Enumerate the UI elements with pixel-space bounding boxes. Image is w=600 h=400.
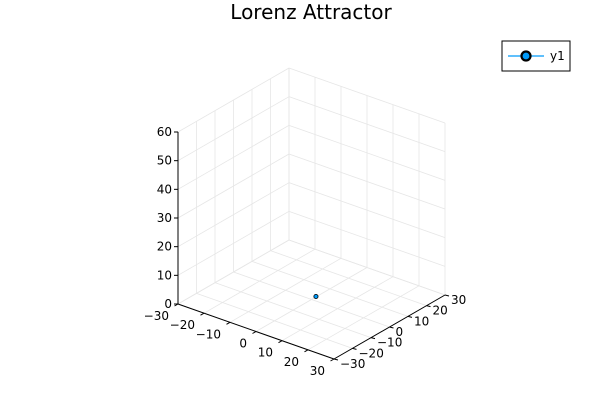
floor-gridline-y-1 xyxy=(196,292,353,349)
y-tick-label: 0 xyxy=(396,325,404,339)
z-tick-label: 10 xyxy=(157,268,172,282)
y-tick-label: 20 xyxy=(433,304,448,318)
x-tick-2 xyxy=(226,321,231,325)
chart-title: Lorenz Attractor xyxy=(230,0,392,24)
floor-gridline-y-2 xyxy=(214,282,372,339)
back-wall-gridline-z-1 xyxy=(288,210,446,267)
left-wall-gridline-z-6 xyxy=(177,67,290,133)
y-tick-4 xyxy=(407,315,413,318)
back-wall-gridline-z-6 xyxy=(288,67,446,124)
left-wall-gridline-z-3 xyxy=(177,153,290,219)
data-point xyxy=(313,293,319,299)
x-tick-3 xyxy=(252,331,257,334)
x-tick-4 xyxy=(278,340,283,344)
z-tick-label: 20 xyxy=(157,240,172,254)
z-tick-label: 0 xyxy=(164,297,172,311)
back-wall-gridline-z-3 xyxy=(288,153,446,210)
x-tick-1 xyxy=(200,312,205,316)
grid-layer xyxy=(177,67,446,360)
z-tick-label: 60 xyxy=(157,125,172,139)
z-tick-label: 30 xyxy=(157,211,172,225)
legend[interactable]: y1 xyxy=(501,40,571,72)
y-tick-6 xyxy=(444,294,450,297)
left-wall-gridline-z-5 xyxy=(177,96,290,162)
back-wall-gridline-z-2 xyxy=(288,182,446,239)
y-tick-label: −30 xyxy=(340,357,365,371)
y-tick-label: −10 xyxy=(377,336,402,350)
legend-marker-icon xyxy=(520,50,532,62)
floor-gridline-y-5 xyxy=(270,250,427,307)
z-tick-label: 40 xyxy=(157,182,172,196)
y-tick-1 xyxy=(352,347,357,350)
left-wall-gridline-z-1 xyxy=(177,210,290,276)
x-tick-label: −10 xyxy=(196,327,221,341)
back-wall-gridline-z-5 xyxy=(288,96,446,153)
y-tick-2 xyxy=(370,337,376,340)
legend-label-y1: y1 xyxy=(550,49,565,63)
y-tick-5 xyxy=(426,305,431,308)
y-tick-label: −20 xyxy=(359,346,384,360)
left-wall-gridline-z-4 xyxy=(177,124,290,190)
back-wall-gridline-z-4 xyxy=(288,124,446,181)
y-tick-label: 10 xyxy=(414,314,429,328)
x-tick-label: 20 xyxy=(284,355,299,369)
z-tick-label: 50 xyxy=(157,154,172,168)
floor-gridline-y-3 xyxy=(233,271,390,328)
x-tick-label: −20 xyxy=(170,318,195,332)
y-tick-label: 30 xyxy=(451,293,466,307)
left-wall-gridline-z-0 xyxy=(177,239,290,305)
x-tick-label: 30 xyxy=(310,364,325,378)
back-wall-gridline-z-0 xyxy=(288,239,446,296)
x-tick-label: 10 xyxy=(258,346,273,360)
left-wall-gridline-z-2 xyxy=(177,182,290,248)
x-tick-label: 0 xyxy=(239,337,247,351)
x-tick-label: −30 xyxy=(144,309,169,323)
floor-gridline-y-4 xyxy=(251,260,409,317)
y-tick-3 xyxy=(389,326,394,329)
x-tick-5 xyxy=(304,349,309,353)
data-layer xyxy=(313,293,319,299)
y-tick-0 xyxy=(333,358,339,361)
x-tick-6 xyxy=(330,358,335,362)
